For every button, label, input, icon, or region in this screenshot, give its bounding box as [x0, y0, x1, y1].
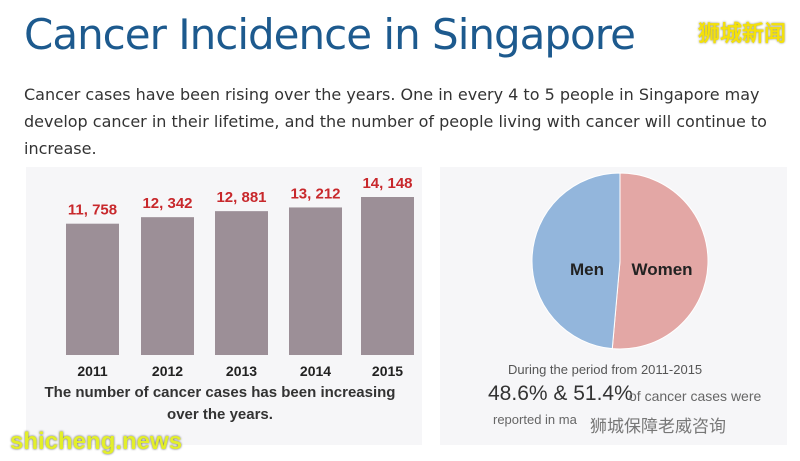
bottom-watermark: shicheng.news: [10, 428, 183, 455]
bar-2012: [141, 217, 194, 355]
pie-caption-1: During the period from 2011-2015: [508, 362, 703, 377]
bar-value-label: 11, 758: [68, 202, 117, 219]
bar-caption: The number of cancer cases has been incr…: [44, 384, 396, 423]
x-tick-label: 2014: [300, 363, 331, 379]
bar-value-label: 12, 342: [142, 195, 192, 212]
bar-value-label: 12, 881: [216, 189, 266, 206]
top-watermark: 狮城新闻: [697, 21, 786, 46]
x-tick-label: 2011: [77, 363, 108, 379]
bar-value-label: 14, 148: [362, 175, 412, 192]
pie-percent: 48.6% & 51.4%: [488, 382, 633, 405]
wechat-watermark: 狮城保障老威咨询: [590, 417, 726, 436]
page-title: Cancer Incidence in Singapore: [24, 10, 636, 59]
bar-2013: [215, 211, 268, 355]
bar-2011: [66, 223, 119, 355]
pie-slice-women: [611, 172, 709, 350]
pie-caption-3: reported in ma: [493, 412, 577, 427]
bar-value-label: 13, 212: [290, 185, 340, 202]
x-tick-label: 2013: [226, 363, 257, 379]
pie-caption-2: of cancer cases were: [629, 388, 762, 404]
x-tick-label: 2015: [372, 363, 403, 379]
pie-label-men: Men: [570, 260, 604, 279]
pie-slice-men: [531, 172, 621, 350]
bar-2014: [289, 207, 342, 355]
pie-label-women: Women: [631, 260, 692, 279]
x-tick-label: 2012: [152, 363, 183, 379]
bar-2015: [361, 197, 414, 355]
description: Cancer cases have been rising over the y…: [24, 85, 767, 158]
